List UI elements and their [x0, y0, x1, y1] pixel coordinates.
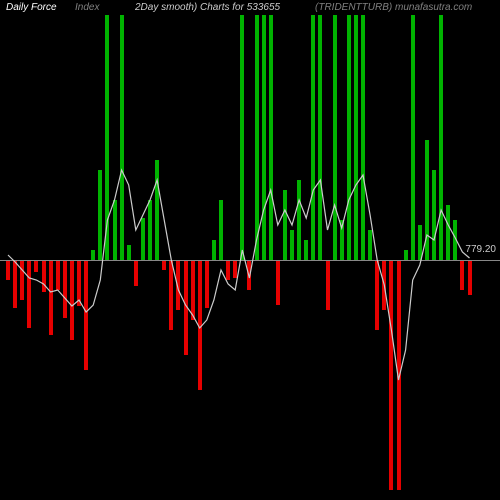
title-part: (TRIDENTTURB) [315, 2, 392, 13]
last-value-label: 779.20 [465, 244, 496, 255]
title-part: 2Day smooth) Charts for 533655 [135, 2, 280, 13]
title-part: Daily Force [6, 2, 57, 13]
title-part: munafasutra.com [395, 2, 472, 13]
price-line [0, 0, 500, 500]
force-index-chart: 779.20 [0, 0, 500, 500]
chart-title-row: Daily Force Index 2Day smooth) Charts for … [0, 2, 500, 18]
price-polyline [8, 170, 470, 380]
title-part: Index [75, 2, 99, 13]
